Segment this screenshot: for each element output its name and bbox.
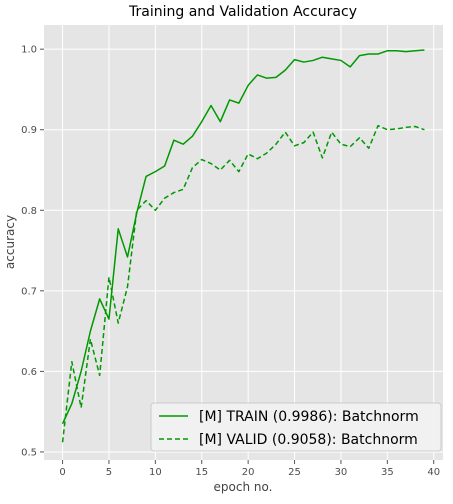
- legend-valid-label: [M] VALID (0.9058): Batchnorm: [199, 432, 418, 448]
- y-tick-label: 0.6: [21, 367, 37, 378]
- y-tick-label: 1.0: [21, 45, 37, 56]
- chart-title: Training and Validation Accuracy: [128, 4, 357, 20]
- axis-ticks: 0 5 10 15 20 25 30 35 40 0.5 0.6 0.7 0.8 0.9 1.0: [21, 45, 440, 478]
- y-axis-label: accuracy: [3, 215, 17, 269]
- series-lines: [61, 49, 425, 443]
- x-tick-label: 30: [335, 467, 348, 478]
- valid-accuracy-line: [61, 124, 425, 443]
- x-tick-label: 20: [242, 467, 255, 478]
- x-tick-label: 15: [195, 467, 208, 478]
- plot-area: [44, 25, 443, 460]
- x-tick-label: 10: [149, 467, 162, 478]
- grid-lines: [44, 25, 443, 460]
- legend-box: [150, 402, 442, 452]
- legend-train-label: [M] TRAIN (0.9986): Batchnorm: [199, 409, 419, 425]
- x-tick-label: 40: [427, 467, 440, 478]
- y-tick-label: 0.8: [21, 206, 37, 217]
- x-tick-label: 0: [59, 467, 65, 478]
- x-axis-label: epoch no.: [214, 480, 273, 494]
- y-tick-label: 0.9: [21, 125, 37, 136]
- legend: [M] TRAIN (0.9986): Batchnorm [M] VALID …: [150, 402, 442, 452]
- y-tick-label: 0.7: [21, 286, 37, 297]
- x-tick-label: 35: [381, 467, 394, 478]
- x-tick-label: 5: [106, 467, 112, 478]
- x-tick-label: 25: [288, 467, 301, 478]
- train-accuracy-line: [61, 49, 425, 425]
- y-tick-label: 0.5: [21, 447, 37, 458]
